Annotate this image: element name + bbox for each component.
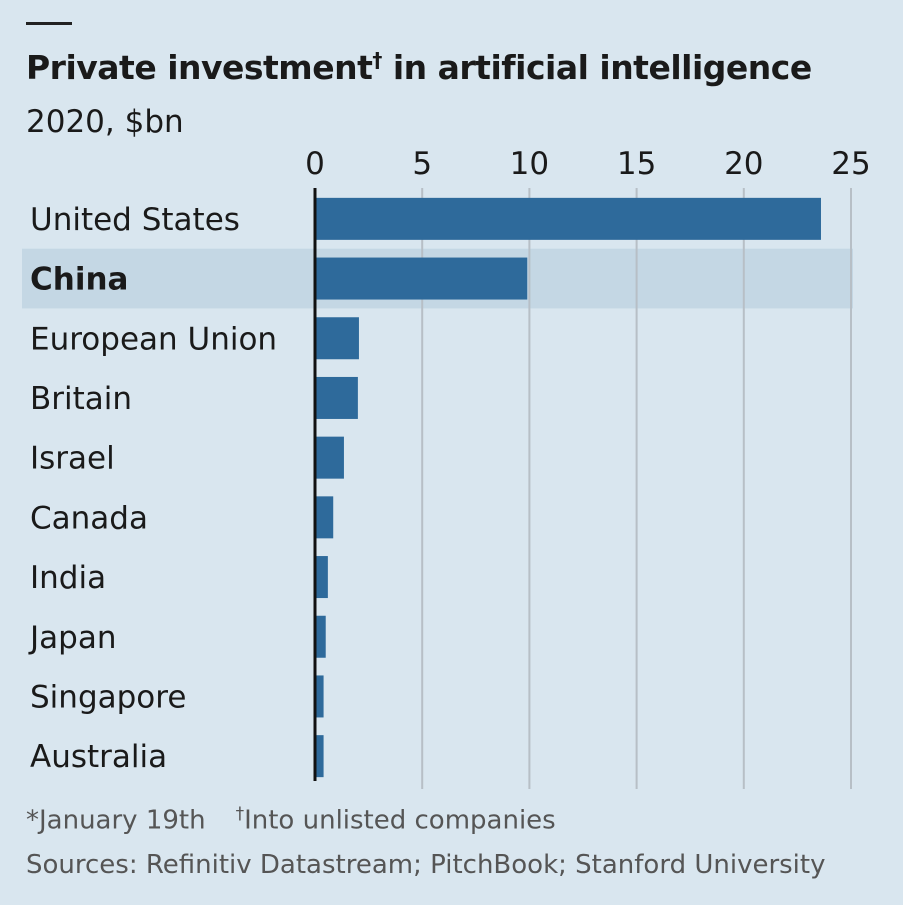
bar-singapore — [315, 675, 324, 718]
category-label: India — [30, 560, 106, 596]
footnotes: *January 19th †Into unlisted companies — [26, 804, 556, 836]
header-rule — [26, 22, 72, 25]
category-label: Canada — [30, 500, 148, 536]
bar-european-union — [315, 317, 359, 360]
chart-title: Private investment† in artificial intell… — [26, 48, 812, 87]
bar-australia — [315, 735, 324, 778]
category-label: Japan — [28, 620, 116, 656]
bar-united-states — [315, 197, 821, 240]
bar-japan — [315, 615, 326, 658]
category-label: Singapore — [30, 679, 186, 715]
bar-canada — [315, 496, 334, 539]
bar-india — [315, 556, 328, 599]
category-label: European Union — [30, 321, 277, 357]
category-label: United States — [30, 202, 240, 238]
tick-label: 20 — [724, 146, 763, 182]
category-label: China — [30, 262, 128, 298]
tick-label: 0 — [305, 146, 325, 182]
sources: Sources: Refinitiv Datastream; PitchBook… — [26, 850, 826, 880]
category-label: Britain — [30, 381, 132, 417]
bar-israel — [315, 436, 344, 479]
footnote-dagger: Into unlisted companies — [244, 805, 556, 836]
bar-china — [315, 257, 528, 300]
chart-subtitle: 2020, $bn — [26, 104, 184, 140]
tick-label: 25 — [831, 146, 870, 182]
tick-label: 10 — [510, 146, 549, 182]
tick-label: 5 — [412, 146, 432, 182]
tick-label: 15 — [617, 146, 656, 182]
category-label: Israel — [30, 441, 115, 477]
footnote-date: *January 19th — [26, 805, 206, 836]
category-label: Australia — [30, 739, 167, 775]
bar-britain — [315, 376, 358, 419]
